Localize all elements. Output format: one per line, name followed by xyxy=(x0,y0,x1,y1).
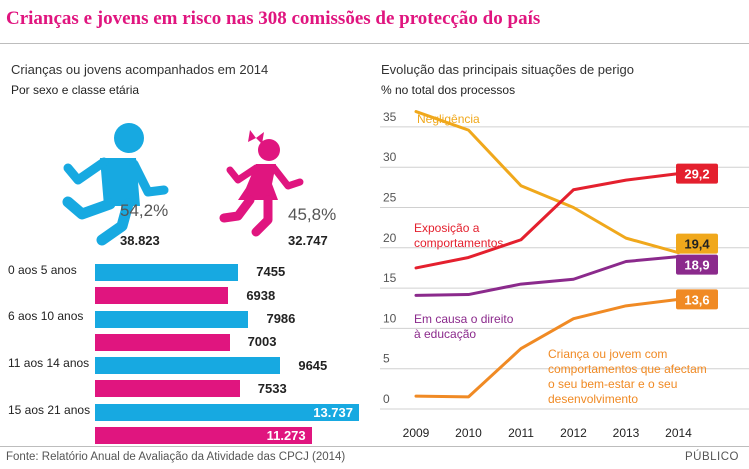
bar-boys-15-21 xyxy=(95,404,359,421)
y-tick-label: 5 xyxy=(383,352,390,366)
girls-percentage: 45,8% xyxy=(288,205,337,224)
series-legend-label: à educação xyxy=(414,327,476,341)
bar-value-girls-6-10: 7003 xyxy=(247,334,277,349)
bar-value-girls-11-14: 7533 xyxy=(257,381,287,396)
end-value-label: 18,9 xyxy=(684,258,709,273)
publisher-logo: PÚBLICO xyxy=(685,451,739,463)
boys-count: 38.823 xyxy=(120,233,160,248)
series-line xyxy=(414,110,680,255)
bar-boys-0-5 xyxy=(95,264,239,281)
bar-value-girls-0-5: 6938 xyxy=(246,288,276,303)
bar-boys-6-10 xyxy=(95,311,249,328)
x-tick-label: 2011 xyxy=(508,426,534,440)
y-tick-label: 0 xyxy=(383,392,390,406)
end-value-badge xyxy=(676,289,718,310)
end-value-label: 29,2 xyxy=(684,167,709,182)
series-legend-label: desenvolvimento xyxy=(548,392,638,406)
y-tick-label: 20 xyxy=(383,231,397,245)
series-legend-label: Exposição a xyxy=(414,221,480,235)
bar-boys-11-14 xyxy=(95,357,281,374)
bar-girls-0-5 xyxy=(95,287,229,304)
bar-value-boys-11-14: 9645 xyxy=(298,358,328,373)
y-tick-label: 30 xyxy=(383,150,397,164)
age-label: 15 aos 21 anos xyxy=(8,403,91,417)
girls-count: 32.747 xyxy=(288,233,328,248)
end-value-badge xyxy=(676,233,718,254)
bar-chart-title: Crianças ou jovens acompanhados em 2014 xyxy=(11,62,269,77)
boys-percentage: 54,2% xyxy=(120,201,169,220)
end-value-badge xyxy=(676,163,718,184)
end-value-label: 13,6 xyxy=(684,292,709,307)
series-legend-label: comportamentos que afectam xyxy=(548,362,707,376)
x-tick-label: 2010 xyxy=(455,426,482,440)
series-line xyxy=(414,172,680,270)
end-value-label: 19,4 xyxy=(684,237,710,252)
y-tick-label: 25 xyxy=(383,191,397,205)
bar-value-boys-15-21: 13.737 xyxy=(313,405,353,420)
x-tick-label: 2009 xyxy=(403,426,430,440)
title-divider xyxy=(0,43,749,44)
age-label: 6 aos 10 anos xyxy=(8,309,84,323)
bar-value-girls-15-21: 11.273 xyxy=(266,428,306,443)
series-line xyxy=(414,297,680,399)
series-legend-label: Em causa o direito xyxy=(414,312,514,326)
line-chart-title: Evolução das principais situações de per… xyxy=(381,62,634,77)
series-legend-label: o seu bem-estar e o seu xyxy=(548,377,677,391)
running-boy-icon xyxy=(62,123,169,246)
bar-girls-6-10 xyxy=(95,334,230,351)
end-value-badge xyxy=(676,254,718,275)
bar-value-boys-6-10: 7986 xyxy=(266,311,296,326)
series-legend-label: Criança ou jovem com xyxy=(548,347,667,361)
y-tick-label: 35 xyxy=(383,110,397,124)
y-tick-label: 15 xyxy=(383,271,397,285)
x-tick-label: 2014 xyxy=(665,426,692,440)
running-girl-icon xyxy=(219,130,304,237)
age-label: 11 aos 14 anos xyxy=(8,356,90,370)
x-tick-label: 2013 xyxy=(613,426,640,440)
series-legend-label: comportamentos xyxy=(414,236,503,250)
page-title: Crianças e jovens em risco nas 308 comis… xyxy=(6,8,541,29)
bar-girls-15-21 xyxy=(95,427,312,444)
x-tick-label: 2012 xyxy=(560,426,587,440)
age-label: 0 aos 5 anos xyxy=(8,263,77,277)
bar-chart-subtitle: Por sexo e classe etária xyxy=(11,83,140,97)
bar-value-boys-0-5: 7455 xyxy=(256,264,286,279)
series-legend-label: Negligência xyxy=(417,112,480,126)
bar-girls-11-14 xyxy=(95,380,240,397)
series-line xyxy=(414,255,680,297)
footer-divider xyxy=(0,446,749,447)
line-chart-subtitle: % no total dos processos xyxy=(381,83,516,97)
source-note: Fonte: Relatório Anual de Avaliação da A… xyxy=(6,451,346,463)
y-tick-label: 10 xyxy=(383,311,397,325)
